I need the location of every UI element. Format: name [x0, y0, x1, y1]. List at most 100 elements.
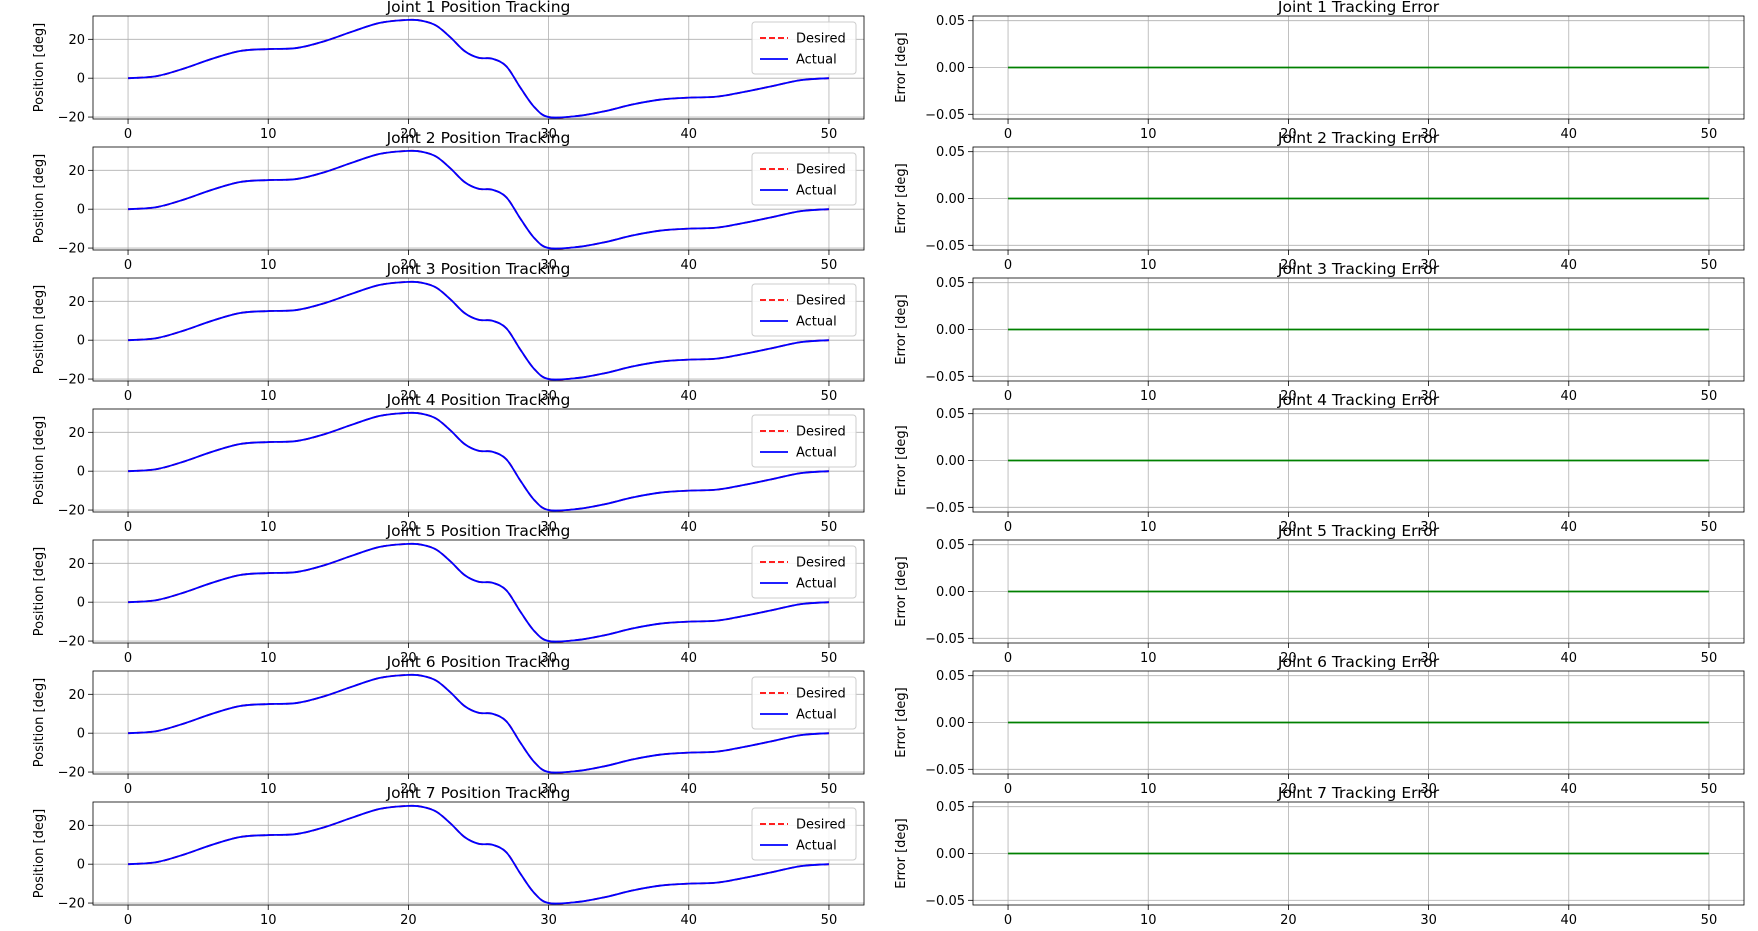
x-tick-label: 30	[1420, 913, 1437, 928]
x-tick-label: 10	[260, 389, 277, 404]
legend-label-actual: Actual	[796, 708, 837, 723]
legend-label-actual: Actual	[796, 315, 837, 330]
x-tick-label: 30	[540, 389, 557, 404]
y-tick-label: 0.00	[936, 192, 965, 207]
legend-label-desired: Desired	[796, 687, 846, 702]
legend-label-desired: Desired	[796, 556, 846, 571]
y-tick-label: 0.05	[936, 145, 965, 160]
x-tick-label: 50	[1701, 520, 1718, 535]
y-axis-label: Error [deg]	[894, 687, 909, 757]
legend: Desired Actual	[751, 545, 857, 599]
x-tick-label: 30	[540, 127, 557, 142]
axes-frame	[92, 539, 865, 644]
x-tick-label: 0	[1004, 389, 1012, 404]
x-tick-label: 0	[1004, 651, 1012, 666]
x-tick-label: 0	[1004, 127, 1012, 142]
x-tick-label: 40	[680, 782, 697, 797]
panel-title: Joint 3 Position Tracking	[386, 260, 571, 278]
legend-label-actual: Actual	[796, 53, 837, 68]
y-tick-label: −0.05	[925, 501, 965, 516]
actual-line	[127, 673, 830, 774]
actual-line	[127, 149, 830, 250]
y-tick-label: 0	[77, 465, 85, 480]
x-tick-label: 30	[540, 258, 557, 273]
actual-line	[127, 18, 830, 119]
x-tick-label: 50	[821, 258, 838, 273]
x-tick-label: 50	[1701, 913, 1718, 928]
y-axis-label: Error [deg]	[894, 163, 909, 233]
x-tick-label: 30	[540, 782, 557, 797]
x-tick-label: 10	[260, 913, 277, 928]
x-tick-label: 30	[540, 651, 557, 666]
plot-area	[93, 802, 864, 905]
y-axis-label: Position [deg]	[32, 809, 47, 898]
y-axis-label: Position [deg]	[32, 154, 47, 243]
x-tick-label: 30	[1420, 651, 1437, 666]
x-tick-label: 20	[400, 782, 417, 797]
axes-frame	[972, 539, 1745, 644]
error-panel-3: 0 10 20 30 40 50 −0.05 0.00 0.05 Joint 3 Tracking…	[894, 260, 1745, 404]
x-tick-label: 0	[124, 389, 132, 404]
legend-label-actual: Actual	[796, 839, 837, 854]
x-tick-label: 40	[1560, 389, 1577, 404]
x-tick-label: 0	[124, 127, 132, 142]
x-tick-label: 20	[1280, 258, 1297, 273]
legend-box	[751, 676, 857, 730]
x-tick-label: 20	[400, 127, 417, 142]
error-panel-7: 0 10 20 30 40 50 −0.05 0.00 0.05 Joint 7 Tracking…	[894, 784, 1745, 928]
x-tick-label: 50	[821, 651, 838, 666]
y-tick-label: 0.05	[936, 276, 965, 291]
y-tick-label: 0	[77, 596, 85, 611]
position-panel-5: 0 10 20 30 40 50 −20 0 20 Desired Actual Joint 5 Po…	[32, 522, 865, 666]
plot-area	[93, 409, 864, 512]
x-tick-label: 40	[680, 258, 697, 273]
panel-title: Joint 4 Position Tracking	[386, 391, 571, 409]
x-tick-label: 20	[400, 389, 417, 404]
x-tick-label: 30	[1420, 127, 1437, 142]
legend-label-desired: Desired	[796, 32, 846, 47]
x-tick-label: 40	[680, 389, 697, 404]
y-tick-label: 0.00	[936, 716, 965, 731]
x-tick-label: 30	[1420, 258, 1437, 273]
axes-frame	[92, 408, 865, 513]
axes-frame	[972, 670, 1745, 775]
x-tick-label: 20	[400, 651, 417, 666]
y-tick-label: 0.05	[936, 14, 965, 29]
x-tick-label: 40	[1560, 520, 1577, 535]
legend-label-desired: Desired	[796, 163, 846, 178]
panel-title: Joint 1 Position Tracking	[386, 0, 571, 16]
x-tick-label: 10	[1140, 258, 1157, 273]
error-panel-4: 0 10 20 30 40 50 −0.05 0.00 0.05 Joint 4 Tracking…	[894, 391, 1745, 535]
x-tick-label: 50	[1701, 258, 1718, 273]
position-panel-2: 0 10 20 30 40 50 −20 0 20 Desired Actual Joint 2 Po…	[32, 129, 865, 273]
x-tick-label: 10	[260, 651, 277, 666]
y-tick-label: 0	[77, 72, 85, 87]
axes-frame	[92, 15, 865, 120]
y-tick-label: 0	[77, 858, 85, 873]
y-tick-label: 0.00	[936, 323, 965, 338]
plot-area	[93, 540, 864, 643]
y-axis-label: Error [deg]	[894, 425, 909, 495]
y-tick-label: 20	[68, 557, 85, 572]
y-tick-label: 0	[77, 727, 85, 742]
x-tick-label: 50	[821, 782, 838, 797]
y-tick-label: 20	[68, 688, 85, 703]
y-tick-label: 0.05	[936, 800, 965, 815]
x-tick-label: 40	[1560, 258, 1577, 273]
x-tick-label: 0	[1004, 258, 1012, 273]
axes-frame	[92, 146, 865, 251]
y-tick-label: 20	[68, 819, 85, 834]
x-tick-label: 0	[1004, 782, 1012, 797]
panel-title: Joint 2 Position Tracking	[386, 129, 571, 147]
y-axis-label: Position [deg]	[32, 23, 47, 112]
x-tick-label: 0	[124, 520, 132, 535]
x-tick-label: 10	[260, 258, 277, 273]
x-tick-label: 40	[680, 127, 697, 142]
error-panel-2: 0 10 20 30 40 50 −0.05 0.00 0.05 Joint 2 Tracking…	[894, 129, 1745, 273]
x-tick-label: 10	[260, 520, 277, 535]
y-tick-label: 0.00	[936, 454, 965, 469]
x-tick-label: 40	[1560, 127, 1577, 142]
panel-title: Joint 2 Tracking Error	[1277, 129, 1440, 147]
x-tick-label: 0	[124, 782, 132, 797]
y-tick-label: 0	[77, 334, 85, 349]
